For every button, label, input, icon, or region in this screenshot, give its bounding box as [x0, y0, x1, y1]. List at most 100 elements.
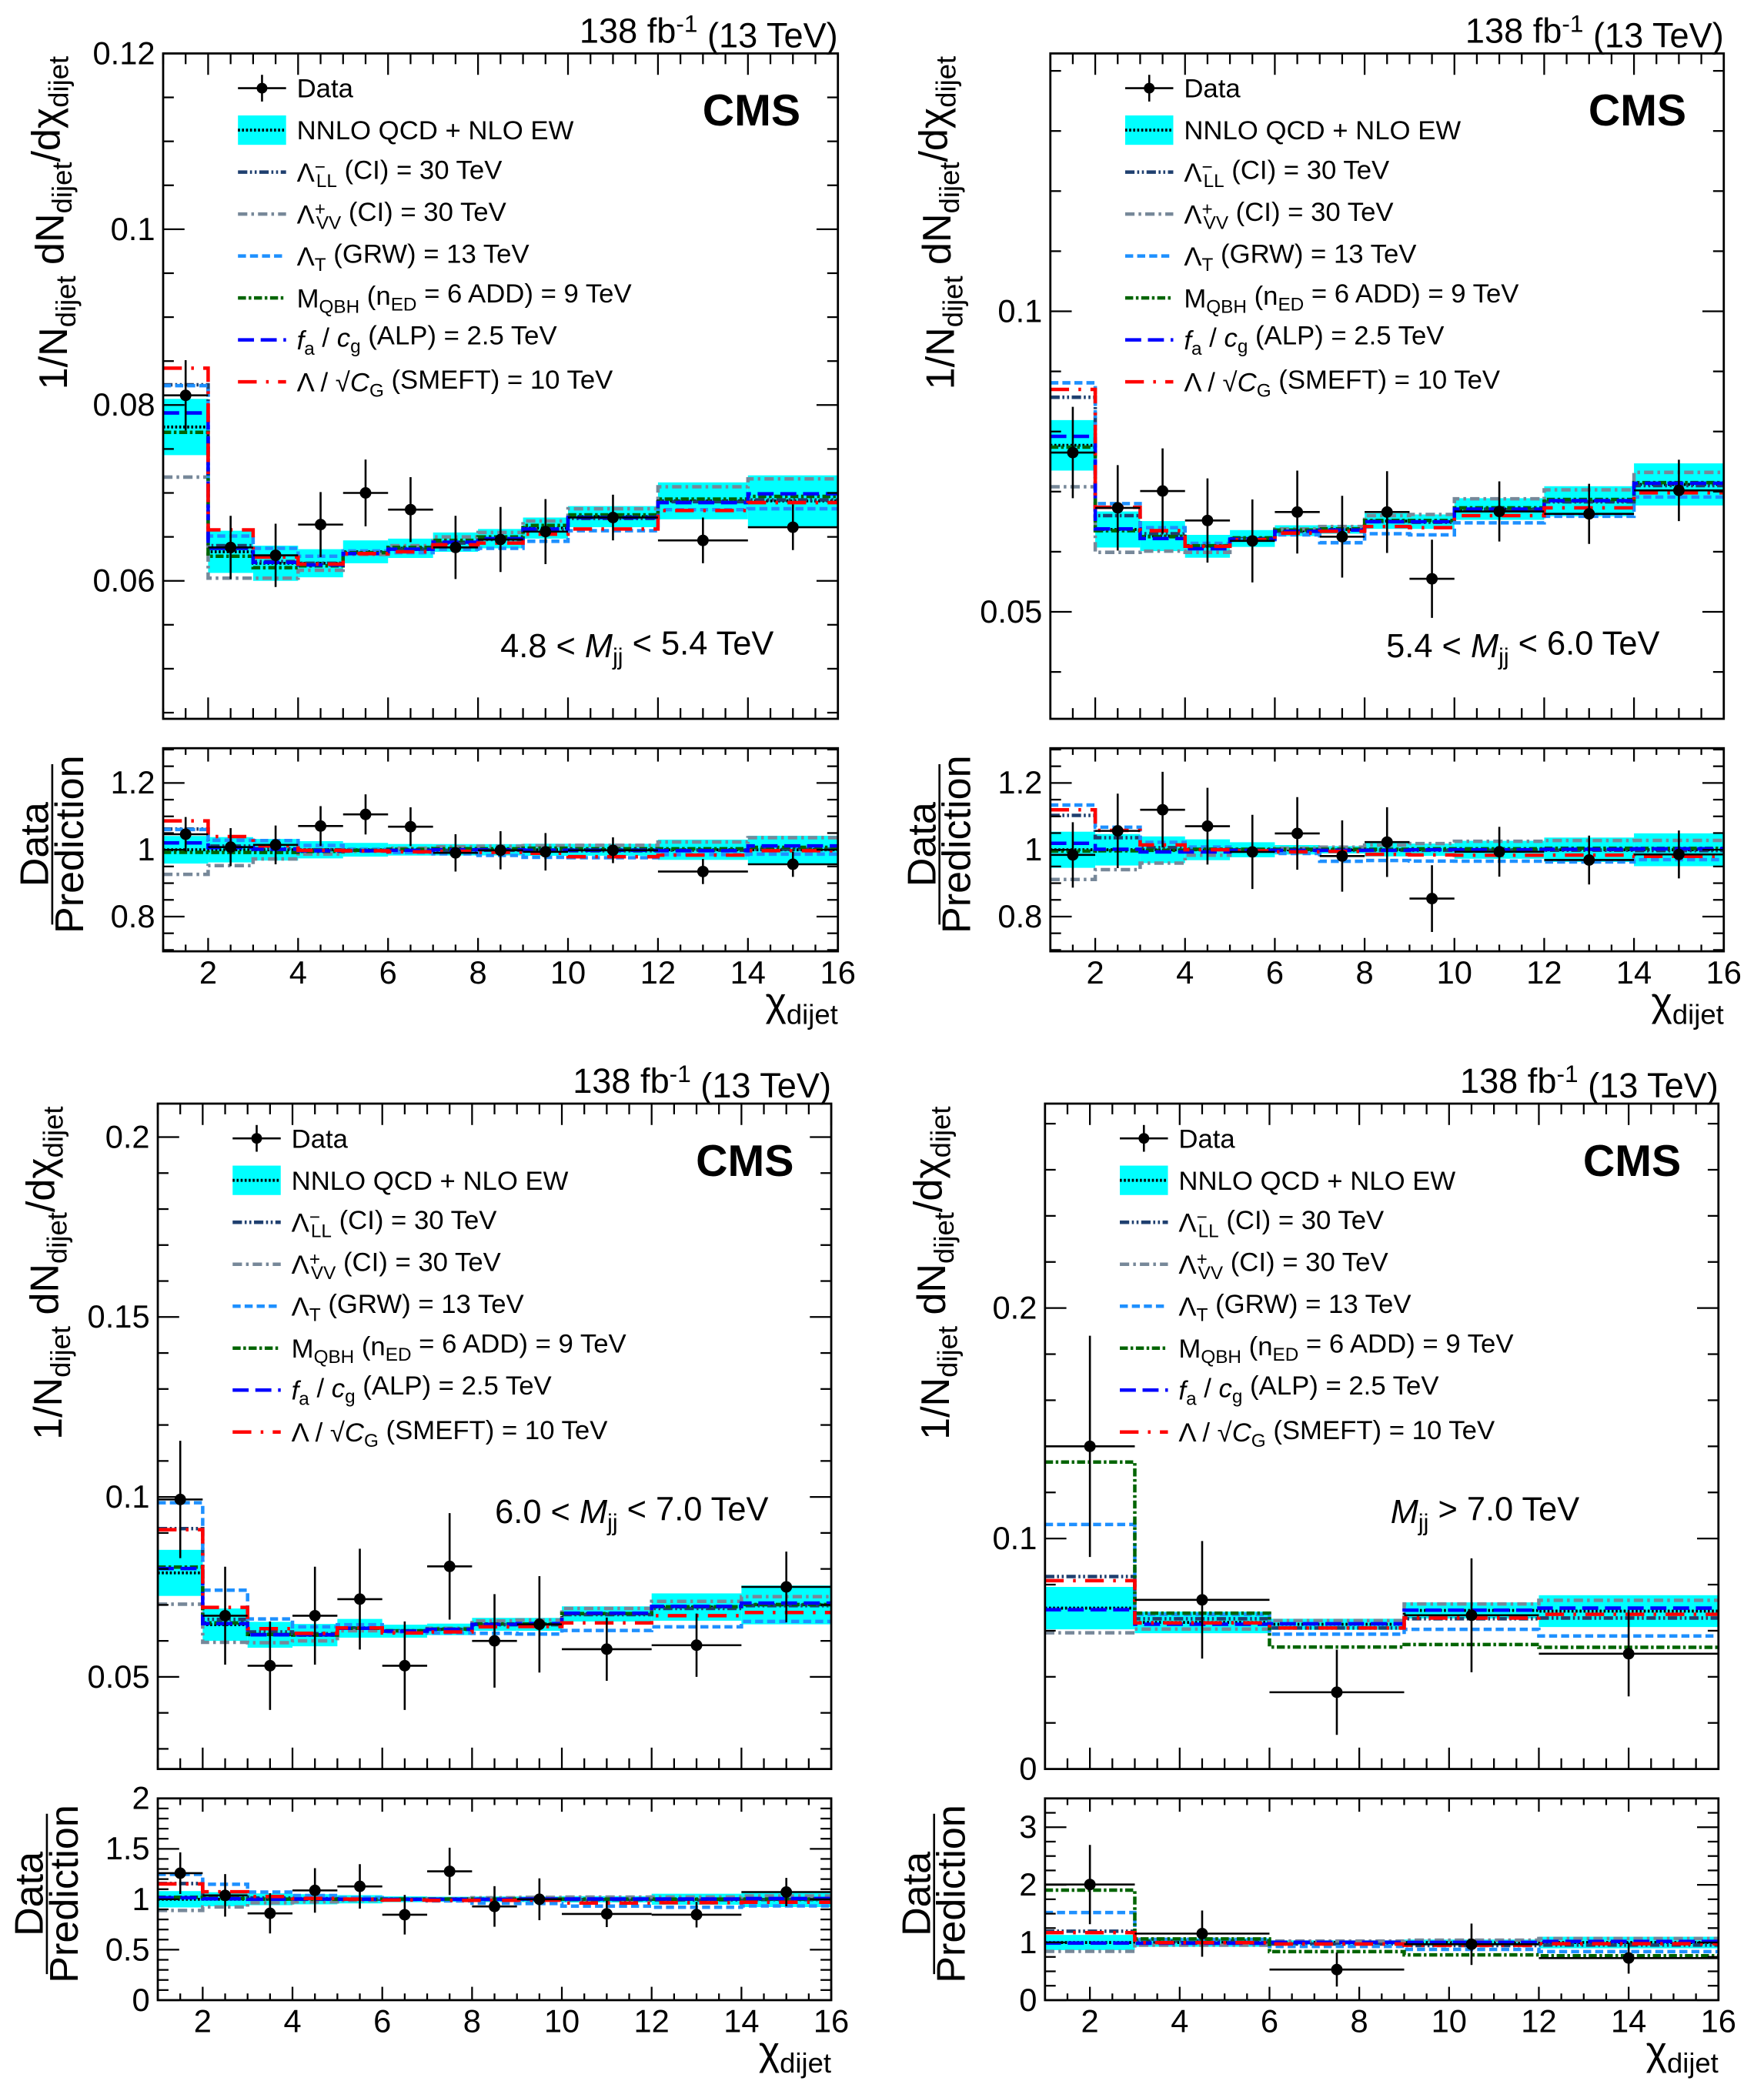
x-tick-label: 6: [1261, 2003, 1278, 2039]
y-tick-label: 1: [132, 1881, 149, 1917]
luminosity-label-part: -1: [1556, 1060, 1578, 1087]
data-point: [433, 833, 479, 872]
legend-label: fa / cg (ALP) = 2.5 TeV: [297, 322, 557, 360]
data-point-marker: [399, 1659, 411, 1672]
legend-label-part: (CI) = 30 TeV: [336, 1248, 501, 1278]
data-point: [342, 459, 389, 526]
luminosity-label-part: -1: [676, 9, 697, 37]
legend-label-part: Λ / √: [297, 368, 351, 397]
legend-label-part: = 6 ADD) = 9 TeV: [1304, 279, 1518, 309]
legend-label-part: T: [315, 255, 326, 276]
data-point: [1319, 496, 1365, 578]
legend-label: Λ / √CG (SMEFT) = 10 TeV: [1184, 366, 1500, 401]
y-tick-label: 0.2: [105, 1118, 150, 1154]
model-line-alp: [158, 1566, 832, 1637]
ratio-ticks: [1049, 748, 1725, 952]
prediction-uncertainty-band: [158, 1891, 203, 1908]
data-point: [478, 831, 523, 870]
data-point: [162, 817, 209, 852]
x-axis-title-part: dijet: [1672, 998, 1724, 1030]
y-axis-title-part: /dχ: [906, 1157, 950, 1212]
x-tick-label: 2: [1081, 2003, 1099, 2039]
x-axis-title-part: χ: [759, 2029, 780, 2073]
legend-label-part: ED: [1273, 1344, 1299, 1365]
luminosity-label: 138 fb-1 (13 TeV): [580, 9, 838, 55]
data-point: [472, 1594, 517, 1688]
legend-label-part: G: [1257, 381, 1271, 402]
data-point-marker: [787, 521, 799, 533]
model-line-grw: [1050, 803, 1724, 864]
legend-label-part: Λ: [1184, 242, 1202, 272]
legend-label: MQBH (nED = 6 ADD) = 9 TeV: [297, 279, 632, 318]
legend-label-part: (ALP) = 2.5 TeV: [356, 1371, 552, 1401]
y-tick-label: 0.1: [997, 292, 1042, 329]
data-point-marker: [606, 844, 619, 857]
legend-data-marker: [1144, 82, 1155, 94]
data-point: [651, 1902, 742, 1928]
y-axis-title-part: 1/N: [26, 1378, 71, 1440]
legend-label: Λ+ VV (CI) = 30 TeV: [1184, 198, 1393, 233]
data-point: [1044, 1335, 1135, 1558]
legend-label: Data: [297, 75, 354, 104]
data-point-marker: [219, 1609, 231, 1622]
data-point: [568, 494, 658, 541]
data-point-marker: [1622, 1648, 1635, 1660]
legend-label-part: (CI) = 30 TeV: [1219, 1206, 1385, 1235]
legend-label-part: T: [309, 1305, 321, 1326]
model-line-smeft: [1044, 1578, 1719, 1630]
x-tick-label: 14: [1616, 954, 1652, 990]
data-point-marker: [443, 1560, 456, 1572]
legend-entry-qcd: NNLO QCD + NLO EW: [238, 115, 574, 145]
data-point: [1365, 471, 1410, 553]
main-plot-area: [158, 1441, 832, 1710]
legend-label-part: Λ: [292, 1208, 310, 1238]
data-point: [1275, 797, 1320, 870]
data-point: [158, 1852, 203, 1895]
data-point: [523, 833, 569, 871]
model-line-smeft: [158, 1882, 832, 1905]
legend-label-part: T: [1202, 255, 1214, 276]
legend-entry-smeft: Λ / √CG (SMEFT) = 10 TeV: [232, 1416, 607, 1451]
data-point-marker: [1157, 485, 1169, 497]
legend-label-part: Λ: [1178, 1292, 1197, 1321]
luminosity-label: 138 fb-1 (13 TeV): [573, 1060, 831, 1105]
legend-label-part: (SMEFT) = 10 TeV: [1271, 366, 1500, 395]
y-axis-title: 1/Ndijet dNdijet/dχdijet: [911, 56, 968, 389]
luminosity-label-part: (13 TeV): [697, 16, 837, 55]
mass-region-label-part: jj: [1418, 1509, 1429, 1535]
data-point: [202, 1566, 248, 1665]
data-point: [162, 360, 209, 431]
y-axis-title-part: dijet: [46, 162, 78, 214]
data-point-marker: [225, 541, 237, 553]
data-point: [1230, 499, 1275, 583]
data-point-marker: [354, 1880, 366, 1892]
legend-label-part: (SMEFT) = 10 TeV: [384, 366, 613, 395]
ratio-title-numerator: Data: [894, 1852, 939, 1936]
legend-label-part: C: [345, 1418, 365, 1448]
data-point-marker: [690, 1909, 703, 1921]
data-point: [252, 825, 299, 865]
mass-region-label: 5.4 < Mjj < 6.0 TeV: [1386, 625, 1659, 670]
x-axis-title: χdijet: [1652, 980, 1724, 1030]
legend-label-part: a: [304, 339, 315, 359]
data-point-marker: [1381, 836, 1393, 848]
x-tick-label: 14: [1611, 2003, 1646, 2039]
x-tick-label: 16: [1706, 954, 1742, 990]
data-point-marker: [1493, 506, 1505, 518]
legend-label: Λ+ VV (CI) = 30 TeV: [297, 198, 506, 233]
data-point: [202, 1874, 248, 1917]
legend-label-part: NNLO QCD + NLO EW: [297, 116, 574, 145]
legend-label-part: (GRW) = 13 TeV: [321, 1290, 524, 1319]
legend-label: MQBH (nED = 6 ADD) = 9 TeV: [1178, 1330, 1513, 1368]
legend-entry-qbh: MQBH (nED = 6 ADD) = 9 TeV: [1124, 279, 1518, 318]
data-point-marker: [1111, 502, 1124, 514]
legend-label-part: Data: [1178, 1124, 1235, 1154]
legend-label-part: QBH: [314, 1347, 355, 1368]
luminosity-label-part: 138 fb: [1460, 1061, 1556, 1101]
data-point-marker: [780, 1581, 793, 1593]
panel-2: 0.05 0.1 0.8 1 1.2 2 4 6 8 10 12 14 16 138 fb-1 (13 T…: [900, 9, 1741, 1030]
data-point-marker: [174, 1867, 186, 1879]
data-point-marker: [540, 526, 552, 538]
main-ticks: [162, 52, 839, 720]
y-axis-title-part: /dχ: [911, 108, 956, 162]
